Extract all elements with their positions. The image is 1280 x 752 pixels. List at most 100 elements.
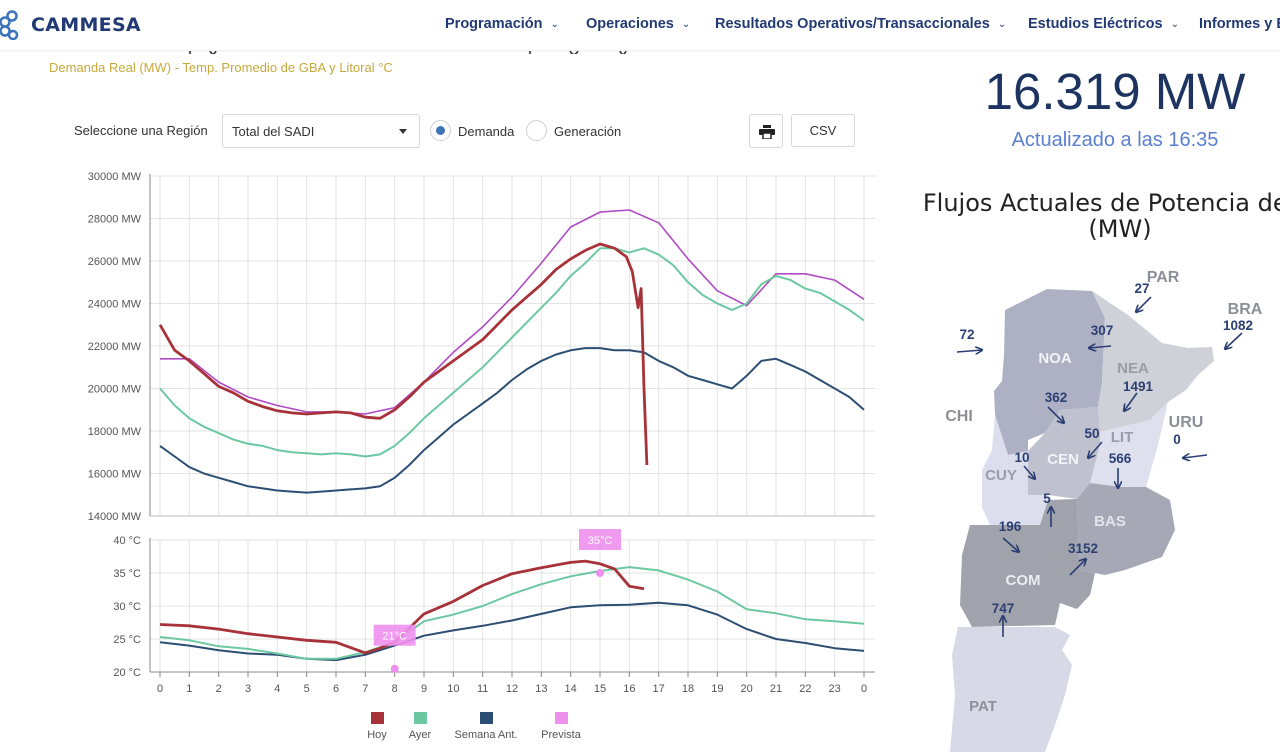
print-button[interactable] (749, 114, 783, 148)
region-bas[interactable] (1077, 483, 1175, 575)
map-region-label-cuy: CUY (985, 467, 1017, 484)
legend-label: Ayer (408, 729, 432, 741)
flow-value-chi: 72 (959, 327, 974, 342)
region-com[interactable] (960, 499, 1095, 627)
nav-resultados[interactable]: Resultados Operativos/Transaccionales ⌄ (715, 16, 1006, 32)
flow-value-noa-cen: 362 (1045, 390, 1068, 405)
flow-arrow-noa-nea (1089, 346, 1112, 348)
x-tick-label: 0 (861, 683, 867, 695)
legend-swatch (413, 712, 427, 724)
chevron-down-icon: ⌄ (1170, 18, 1179, 30)
series-line-ayer (159, 247, 865, 458)
nav-operaciones[interactable]: Operaciones ⌄ (586, 16, 690, 32)
flow-arrow-com-bas (1069, 559, 1086, 576)
series-line-semana-ant (159, 347, 865, 494)
region-select-value: Total del SADI (232, 124, 315, 139)
map-label-par: PAR (1147, 269, 1180, 286)
prevista-label-box (579, 529, 621, 550)
flow-arrow-bra (1225, 332, 1243, 349)
flow-arrow-cuy-cen (1023, 465, 1035, 479)
region-pat[interactable] (950, 627, 1072, 752)
nav-label: Operaciones (586, 16, 674, 32)
x-tick-label: 1 (186, 683, 192, 695)
legend-item-hoy[interactable]: Hoy (362, 712, 392, 741)
brand-name: CAMMESA (31, 14, 141, 36)
flow-value-cuy-cen: 10 (1014, 450, 1029, 465)
top-navigation: CAMMESA Programación ⌄ Operaciones ⌄ Resul… (0, 0, 1280, 50)
nav-estudios[interactable]: Estudios Eléctricos ⌄ (1028, 16, 1179, 32)
radio-demanda-label[interactable]: Demanda (458, 124, 515, 139)
chart-grid (150, 175, 875, 673)
map-region-label-noa: NOA (1038, 350, 1072, 367)
flows-title-line2: (MW) (1088, 215, 1152, 243)
legend-item-ayer[interactable]: Ayer (405, 712, 435, 741)
y-tick-label: 24000 MW (88, 299, 142, 311)
flow-value-pat-com: 747 (992, 601, 1015, 616)
chart-axes: 14000 MW 16000 MW 18000 MW 20000 MW 22000 MW… (88, 171, 875, 695)
map-region-label-cen: CEN (1047, 451, 1079, 468)
x-tick-label: 4 (274, 683, 280, 695)
x-tick-label: 3 (245, 683, 251, 695)
x-tick-label: 10 (447, 683, 459, 695)
legend-item-semana-ant[interactable]: Semana Ant. (448, 712, 524, 741)
nav-informes[interactable]: Informes y E (1199, 16, 1280, 32)
region-cuy[interactable] (982, 415, 1048, 525)
region-noa[interactable] (994, 289, 1105, 455)
x-tick-label: 9 (421, 683, 427, 695)
printer-icon (759, 125, 775, 139)
chart-annotations: 21°C 35°C (373, 529, 621, 673)
flow-value-com-bas: 3152 (1068, 541, 1098, 556)
chevron-down-icon: ⌄ (550, 18, 559, 30)
y-tick-label: 18000 MW (88, 426, 142, 438)
x-tick-label: 7 (362, 683, 368, 695)
flows-title: Flujos Actuales de Potencia del S (MW) (910, 190, 1280, 242)
x-tick-label: 23 (829, 683, 841, 695)
radio-selected-dot (436, 126, 445, 135)
y-tick-label: 35 °C (113, 568, 141, 580)
flow-arrow-uru (1183, 455, 1208, 458)
y-tick-label: 30 °C (113, 601, 141, 613)
x-tick-label: 6 (333, 683, 339, 695)
flow-value-lit-bas: 566 (1109, 451, 1132, 466)
csv-button[interactable]: CSV (791, 114, 855, 147)
legend-swatch (370, 712, 384, 724)
last-updated-text: Actualizado a las 16:35 (1011, 129, 1219, 151)
current-demand-value: 16.319 MW (984, 63, 1246, 120)
series-line-hoy (158, 242, 649, 466)
region-select-label: Seleccione una Región (74, 123, 208, 138)
region-lit[interactable] (1090, 402, 1168, 487)
map-label-chi: CHI (945, 408, 973, 425)
x-tick-label: 18 (682, 683, 694, 695)
flow-arrows (956, 296, 1243, 637)
chart-series (158, 209, 865, 662)
region-nea[interactable] (1092, 291, 1214, 432)
flow-value-noa-nea: 307 (1091, 323, 1114, 338)
series-line-semana-ant (159, 601, 865, 662)
nav-programacion[interactable]: Programación ⌄ (445, 16, 559, 32)
radio-generacion[interactable] (526, 120, 547, 141)
flow-arrow-cen-lit (1088, 441, 1103, 458)
flow-value-uru: 0 (1173, 432, 1181, 447)
legend-label: Prevista (541, 729, 581, 741)
flows-title-line1: Flujos Actuales de Potencia del S (922, 189, 1280, 217)
prevista-point (596, 569, 604, 577)
brand-logo[interactable]: CAMMESA (0, 8, 150, 42)
flow-values: 27 1082 72 307 1491 362 50 0 10 566 5 19… (959, 281, 1253, 616)
x-tick-label: 12 (506, 683, 518, 695)
x-tick-label: 8 (392, 683, 398, 695)
y-tick-label: 16000 MW (88, 469, 142, 481)
legend-item-prevista[interactable]: Prevista (536, 712, 586, 741)
x-tick-label: 14 (565, 683, 577, 695)
map-region-label-nea: NEA (1117, 360, 1149, 377)
nav-label: Resultados Operativos/Transaccionales (715, 16, 990, 32)
series-line-ayer (159, 566, 865, 660)
region-select[interactable]: Total del SADI (222, 114, 420, 148)
caret-down-icon (399, 129, 407, 134)
radio-generacion-label[interactable]: Generación (554, 124, 622, 139)
radio-demanda[interactable] (430, 120, 451, 141)
nav-label: Informes y E (1199, 16, 1280, 32)
y-tick-label: 40 °C (113, 535, 141, 547)
region-cen[interactable] (1028, 407, 1100, 499)
x-tick-label: 17 (653, 683, 665, 695)
